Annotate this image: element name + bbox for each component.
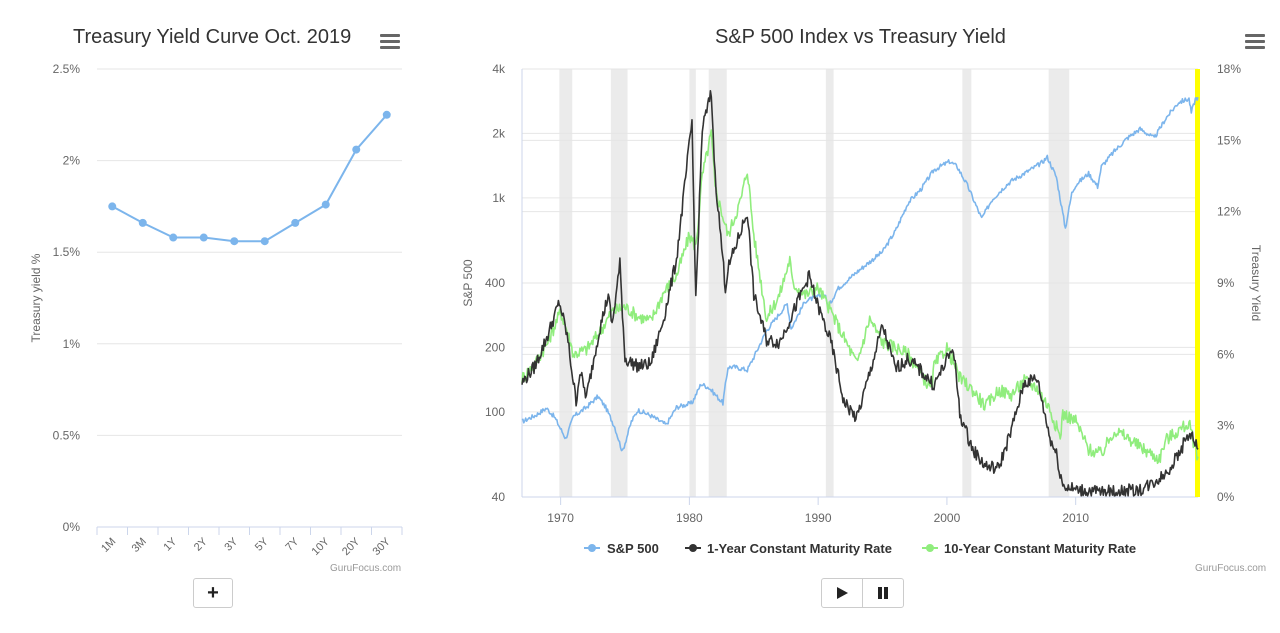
yield-point-3M xyxy=(138,218,147,227)
legend-label-sp500: S&P 500 xyxy=(607,541,659,556)
legend-item-10-year[interactable]: 10-Year Constant Maturity Rate xyxy=(922,541,1136,556)
sp500-chart-menu-icon[interactable] xyxy=(1245,34,1265,50)
legend-label-1-year: 1-Year Constant Maturity Rate xyxy=(707,541,892,556)
legend-item-sp500[interactable]: S&P 500 xyxy=(584,541,659,556)
yield-curve-credit[interactable]: GuruFocus.com xyxy=(330,563,402,574)
x-tick-label: 1990 xyxy=(805,511,832,525)
yield-curve-line xyxy=(111,114,388,243)
treasury-yield-y-axis-label: Treasury Yield xyxy=(1249,245,1263,321)
sp500-y-axis-label: S&P 500 xyxy=(461,259,475,306)
pause-icon xyxy=(878,587,888,599)
sp500-chart-credit[interactable]: GuruFocus.com xyxy=(1195,563,1267,574)
play-icon xyxy=(837,587,848,599)
x-tick-label: 2000 xyxy=(934,511,961,525)
yield-point-2Y xyxy=(199,233,208,242)
left-y-tick-label: 1k xyxy=(492,191,506,205)
left-y-tick-label: 40 xyxy=(492,490,506,504)
current-date-highlight xyxy=(1195,69,1200,497)
right-y-tick-label: 9% xyxy=(1217,276,1235,290)
yield-point-30Y xyxy=(382,110,391,119)
yield-curve-chart: 0% 0.5% 1% 1.5% 2% 2.5% 1M 3M 1Y 2Y 3Y 5Y 7Y 10Y 20Y 30… xyxy=(29,62,403,558)
sp500-vs-yield-panel: S&P 500 Index vs Treasury Yield 40 100 200… xyxy=(440,0,1280,633)
right-y-tick-label: 6% xyxy=(1217,347,1235,361)
x-tick-label: 3M xyxy=(130,536,149,555)
x-tick-label: 20Y xyxy=(340,535,363,558)
x-tick-label: 1M xyxy=(99,536,118,555)
yield-point-20Y xyxy=(352,145,361,154)
yield-curve-y-axis-label: Treasury yield % xyxy=(29,253,43,342)
ten-year-rate-line xyxy=(521,129,1199,465)
yield-point-5Y xyxy=(260,237,269,246)
sp500-chart-title: S&P 500 Index vs Treasury Yield xyxy=(715,26,1006,48)
y-tick-label: 2.5% xyxy=(53,62,81,76)
left-y-tick-label: 200 xyxy=(485,340,505,354)
left-y-tick-label: 4k xyxy=(492,62,506,76)
y-tick-label: 0% xyxy=(63,520,81,534)
right-y-tick-label: 15% xyxy=(1217,133,1241,147)
left-y-tick-label: 100 xyxy=(485,405,505,419)
playback-controls xyxy=(821,578,904,608)
yield-curve-menu-icon[interactable] xyxy=(380,34,400,50)
sp500-vs-yield-chart: 40 100 200 400 1k 2k 4k 0% 3% 6% 9% 12% 15% 18% 1970 19… xyxy=(461,62,1263,556)
x-tick-label: 10Y xyxy=(310,535,333,558)
left-y-tick-label: 2k xyxy=(492,126,506,140)
x-tick-label: 1Y xyxy=(161,535,179,553)
legend-label-10-year: 10-Year Constant Maturity Rate xyxy=(944,541,1136,556)
x-tick-label: 2010 xyxy=(1062,511,1089,525)
x-tick-label: 1980 xyxy=(676,511,703,525)
y-tick-label: 1% xyxy=(63,337,81,351)
x-tick-label: 7Y xyxy=(283,535,301,553)
yield-point-3Y xyxy=(230,237,239,246)
legend-item-1-year[interactable]: 1-Year Constant Maturity Rate xyxy=(685,541,892,556)
y-tick-label: 1.5% xyxy=(53,245,81,259)
one-year-rate-line xyxy=(521,90,1199,497)
x-tick-label: 5Y xyxy=(253,535,271,553)
yield-point-7Y xyxy=(291,218,300,227)
right-y-tick-label: 18% xyxy=(1217,62,1241,76)
add-button[interactable]: + xyxy=(193,578,233,608)
x-tick-label: 30Y xyxy=(371,535,394,558)
right-y-tick-label: 12% xyxy=(1217,205,1241,219)
right-y-tick-label: 3% xyxy=(1217,419,1235,433)
x-tick-label: 3Y xyxy=(222,535,240,553)
yield-curve-panel: Treasury Yield Curve Oct. 2019 0% 0.5% 1% 1… xyxy=(0,0,430,633)
yield-point-1M xyxy=(108,202,117,211)
yield-curve-title: Treasury Yield Curve Oct. 2019 xyxy=(73,26,352,48)
right-y-tick-label: 0% xyxy=(1217,490,1235,504)
play-button[interactable] xyxy=(822,579,862,607)
yield-point-10Y xyxy=(321,200,330,209)
y-tick-label: 2% xyxy=(63,154,81,168)
yield-point-1Y xyxy=(169,233,178,242)
left-y-tick-label: 400 xyxy=(485,276,505,290)
pause-button[interactable] xyxy=(862,579,903,607)
x-tick-label: 2Y xyxy=(192,535,210,553)
x-tick-label: 1970 xyxy=(547,511,574,525)
sp500-line xyxy=(521,97,1199,452)
legend: S&P 500 1-Year Constant Maturity Rate 10… xyxy=(584,541,1136,556)
y-tick-label: 0.5% xyxy=(53,428,81,442)
